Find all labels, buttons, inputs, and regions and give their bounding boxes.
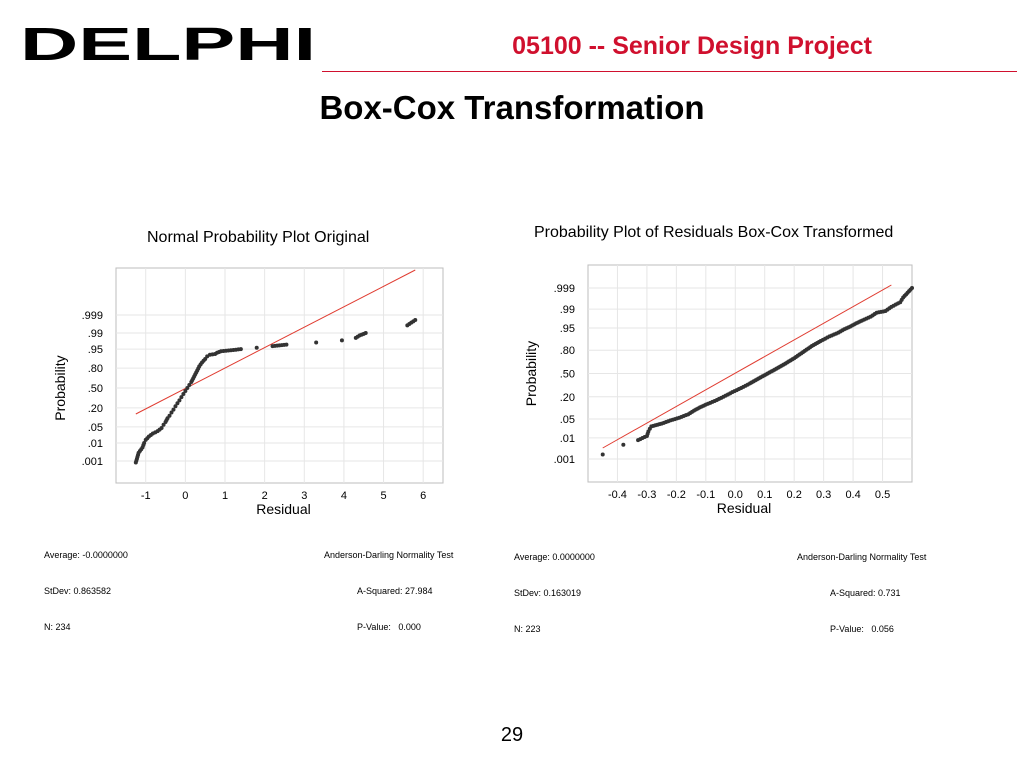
chart-1-data-point [187,383,192,388]
chart-2-data-point [910,286,914,290]
chart-1-a-squared: A-Squared: 27.984 [357,586,433,596]
chart-2-a-squared: A-Squared: 0.731 [830,588,901,598]
chart-2-x-tick-label: 0.0 [728,489,743,501]
chart-2-normality-test: Anderson-Darling Normality Test A-Square… [797,527,926,647]
chart-1-y-tick-label: .20 [88,403,103,415]
chart-1-x-tick-label: -1 [141,490,151,502]
chart-2-x-axis-label: Residual [717,500,771,516]
slide-title: Box-Cox Transformation [319,89,705,126]
chart-2-fit-line [602,284,892,449]
chart-2-y-tick-label: .50 [560,369,575,381]
chart-2-x-tick-label: 0.5 [875,489,890,501]
chart-1-y-axis-label: Probability [52,355,68,420]
chart-1-x-tick-label: 3 [301,490,307,502]
project-title: 05100 -- Senior Design Project [512,32,872,60]
chart-1-data-point [167,413,172,418]
chart-1-y-tick-label: .01 [88,438,103,450]
chart-1-data-point [169,410,174,415]
chart-2-n: N: 223 [514,624,541,634]
chart-1-x-tick-label: 6 [420,490,426,502]
chart-1-y-tick-label: .99 [88,328,103,340]
chart-1-data-point [413,318,418,323]
chart-1-data-point [284,342,289,347]
chart-1-data-point [185,386,190,390]
chart-1-y-tick-label: .999 [82,310,103,322]
chart-2-x-tick-label: 0.1 [757,489,772,501]
chart-2-y-tick-label: .999 [554,283,575,295]
chart-1-data-point [254,345,259,350]
chart-2-y-tick-label: .001 [554,454,575,466]
chart-1-normality-test: Anderson-Darling Normality Test A-Square… [324,525,453,645]
chart-1-data-point [177,398,182,403]
chart-2-x-tick-label: -0.3 [637,489,656,501]
chart-1-data-point [175,401,180,406]
chart-2-x-tick-label: -0.4 [608,489,627,501]
chart-2-y-axis-label: Probability [523,341,539,406]
header-divider [322,71,1017,72]
chart-1-x-tick-label: 2 [262,490,268,502]
chart-2-y-tick-label: .01 [560,433,575,445]
chart-2-y-tick-label: .05 [560,414,575,426]
chart-1-data-point [363,331,368,336]
chart-1-p-value: P-Value: 0.000 [357,622,421,632]
chart-1-n: N: 234 [44,622,71,632]
chart-1-data-point [183,388,188,393]
chart-1-x-tick-label: 1 [222,490,228,502]
chart-1-x-tick-label: 0 [182,490,188,502]
chart-2-data-point [600,452,605,457]
chart-1-test-name: Anderson-Darling Normality Test [324,550,454,560]
chart-1-data-point [181,391,186,396]
chart-1-data-point [238,347,243,352]
chart-1-y-tick-label: .80 [88,363,103,375]
chart-1-title: Normal Probability Plot Original [147,229,370,246]
chart-2-x-tick-label: 0.2 [787,489,802,501]
chart-2-y-tick-label: .20 [560,392,575,404]
chart-1-data-point [179,395,184,400]
chart-2-title: Probability Plot of Residuals Box-Cox Tr… [534,224,894,241]
chart-1-x-tick-label: 4 [341,490,347,502]
chart-1-x-axis-label: Residual [256,501,310,517]
chart-1-y-tick-label: .50 [88,383,103,395]
delphi-logo: DELPHI [20,20,316,68]
chart-1-stdev: StDev: 0.863582 [44,586,112,596]
chart-1-x-tick-label: 5 [380,490,386,502]
chart-2-x-tick-label: -0.1 [696,489,715,501]
chart-1-data-point [173,404,178,409]
delphi-logo-text: DELPHI [20,20,316,68]
chart-1-y-tick-label: .001 [82,456,103,468]
chart-1-data-point [339,338,344,343]
chart-2-x-tick-label: 0.4 [845,489,860,501]
chart-2-y-tick-label: .99 [560,304,575,316]
chart-1-data-point [171,407,176,412]
chart-2-y-tick-label: .95 [560,323,575,335]
chart-1-average: Average: -0.0000000 [44,550,128,560]
chart-1-data-point [142,440,147,445]
chart-1-frame [115,267,444,484]
chart-2-p-value: P-Value: 0.056 [830,624,894,634]
chart-1-y-tick-label: .05 [88,422,103,434]
chart-2-x-tick-label: -0.2 [667,489,686,501]
page-number: 29 [500,724,524,746]
chart-2-stdev: StDev: 0.163019 [514,588,582,598]
chart-1-stats-summary: Average: -0.0000000 StDev: 0.863582 N: 2… [44,525,128,645]
chart-2-stats-summary: Average: 0.0000000 StDev: 0.163019 N: 22… [514,527,595,647]
chart-1-data-point [314,340,319,345]
chart-1-y-tick-label: .95 [88,344,103,356]
chart-1-data-point [159,426,164,431]
chart-2-average: Average: 0.0000000 [514,552,595,562]
chart-2-test-name: Anderson-Darling Normality Test [797,552,927,562]
chart-2-x-tick-label: 0.3 [816,489,831,501]
chart-2-y-tick-label: .80 [560,345,575,357]
chart-1-fit-line [135,269,416,415]
chart-2-data-point [621,442,626,447]
